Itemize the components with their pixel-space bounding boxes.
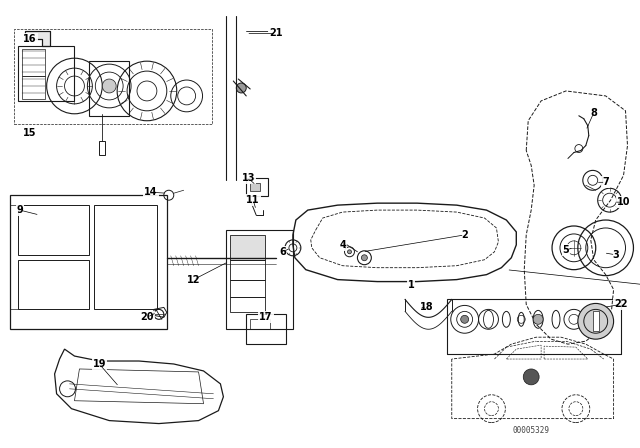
Circle shape	[524, 369, 539, 385]
Text: 18: 18	[420, 302, 434, 312]
Text: 15: 15	[23, 128, 36, 138]
Bar	[230, 297, 265, 312]
Text: 6: 6	[280, 247, 286, 257]
Text: 1: 1	[408, 280, 415, 289]
Text: 22: 22	[614, 299, 627, 310]
Text: 00005329: 00005329	[513, 426, 550, 435]
Text: 10: 10	[617, 197, 630, 207]
Bar	[230, 235, 265, 260]
Bar	[246, 314, 286, 344]
Text: 2: 2	[461, 230, 468, 240]
Text: 4: 4	[339, 240, 346, 250]
Bar	[14, 30, 212, 124]
Bar	[230, 280, 265, 297]
Text: 17: 17	[259, 312, 273, 322]
Circle shape	[461, 315, 468, 323]
Text: 8: 8	[590, 108, 597, 118]
Bar	[447, 299, 621, 354]
Circle shape	[362, 255, 367, 261]
Text: 5: 5	[563, 245, 570, 255]
Circle shape	[533, 314, 543, 324]
Text: 20: 20	[140, 312, 154, 322]
Text: 14: 14	[144, 187, 157, 197]
Bar	[230, 260, 265, 280]
Text: 7: 7	[602, 177, 609, 187]
Text: 12: 12	[187, 275, 200, 284]
Text: 16: 16	[23, 34, 36, 44]
Bar	[250, 183, 260, 191]
Text: 9: 9	[17, 205, 23, 215]
Text: 13: 13	[241, 173, 255, 183]
Circle shape	[578, 303, 614, 339]
Text: 11: 11	[246, 195, 260, 205]
Bar	[246, 178, 268, 196]
Bar	[250, 319, 270, 329]
Text: 3: 3	[612, 250, 619, 260]
Polygon shape	[25, 31, 50, 46]
Circle shape	[102, 79, 116, 93]
Text: 21: 21	[269, 28, 283, 39]
Circle shape	[236, 83, 246, 93]
Bar	[593, 311, 598, 331]
Bar	[99, 141, 105, 155]
Circle shape	[348, 250, 351, 254]
Text: 19: 19	[93, 359, 106, 369]
